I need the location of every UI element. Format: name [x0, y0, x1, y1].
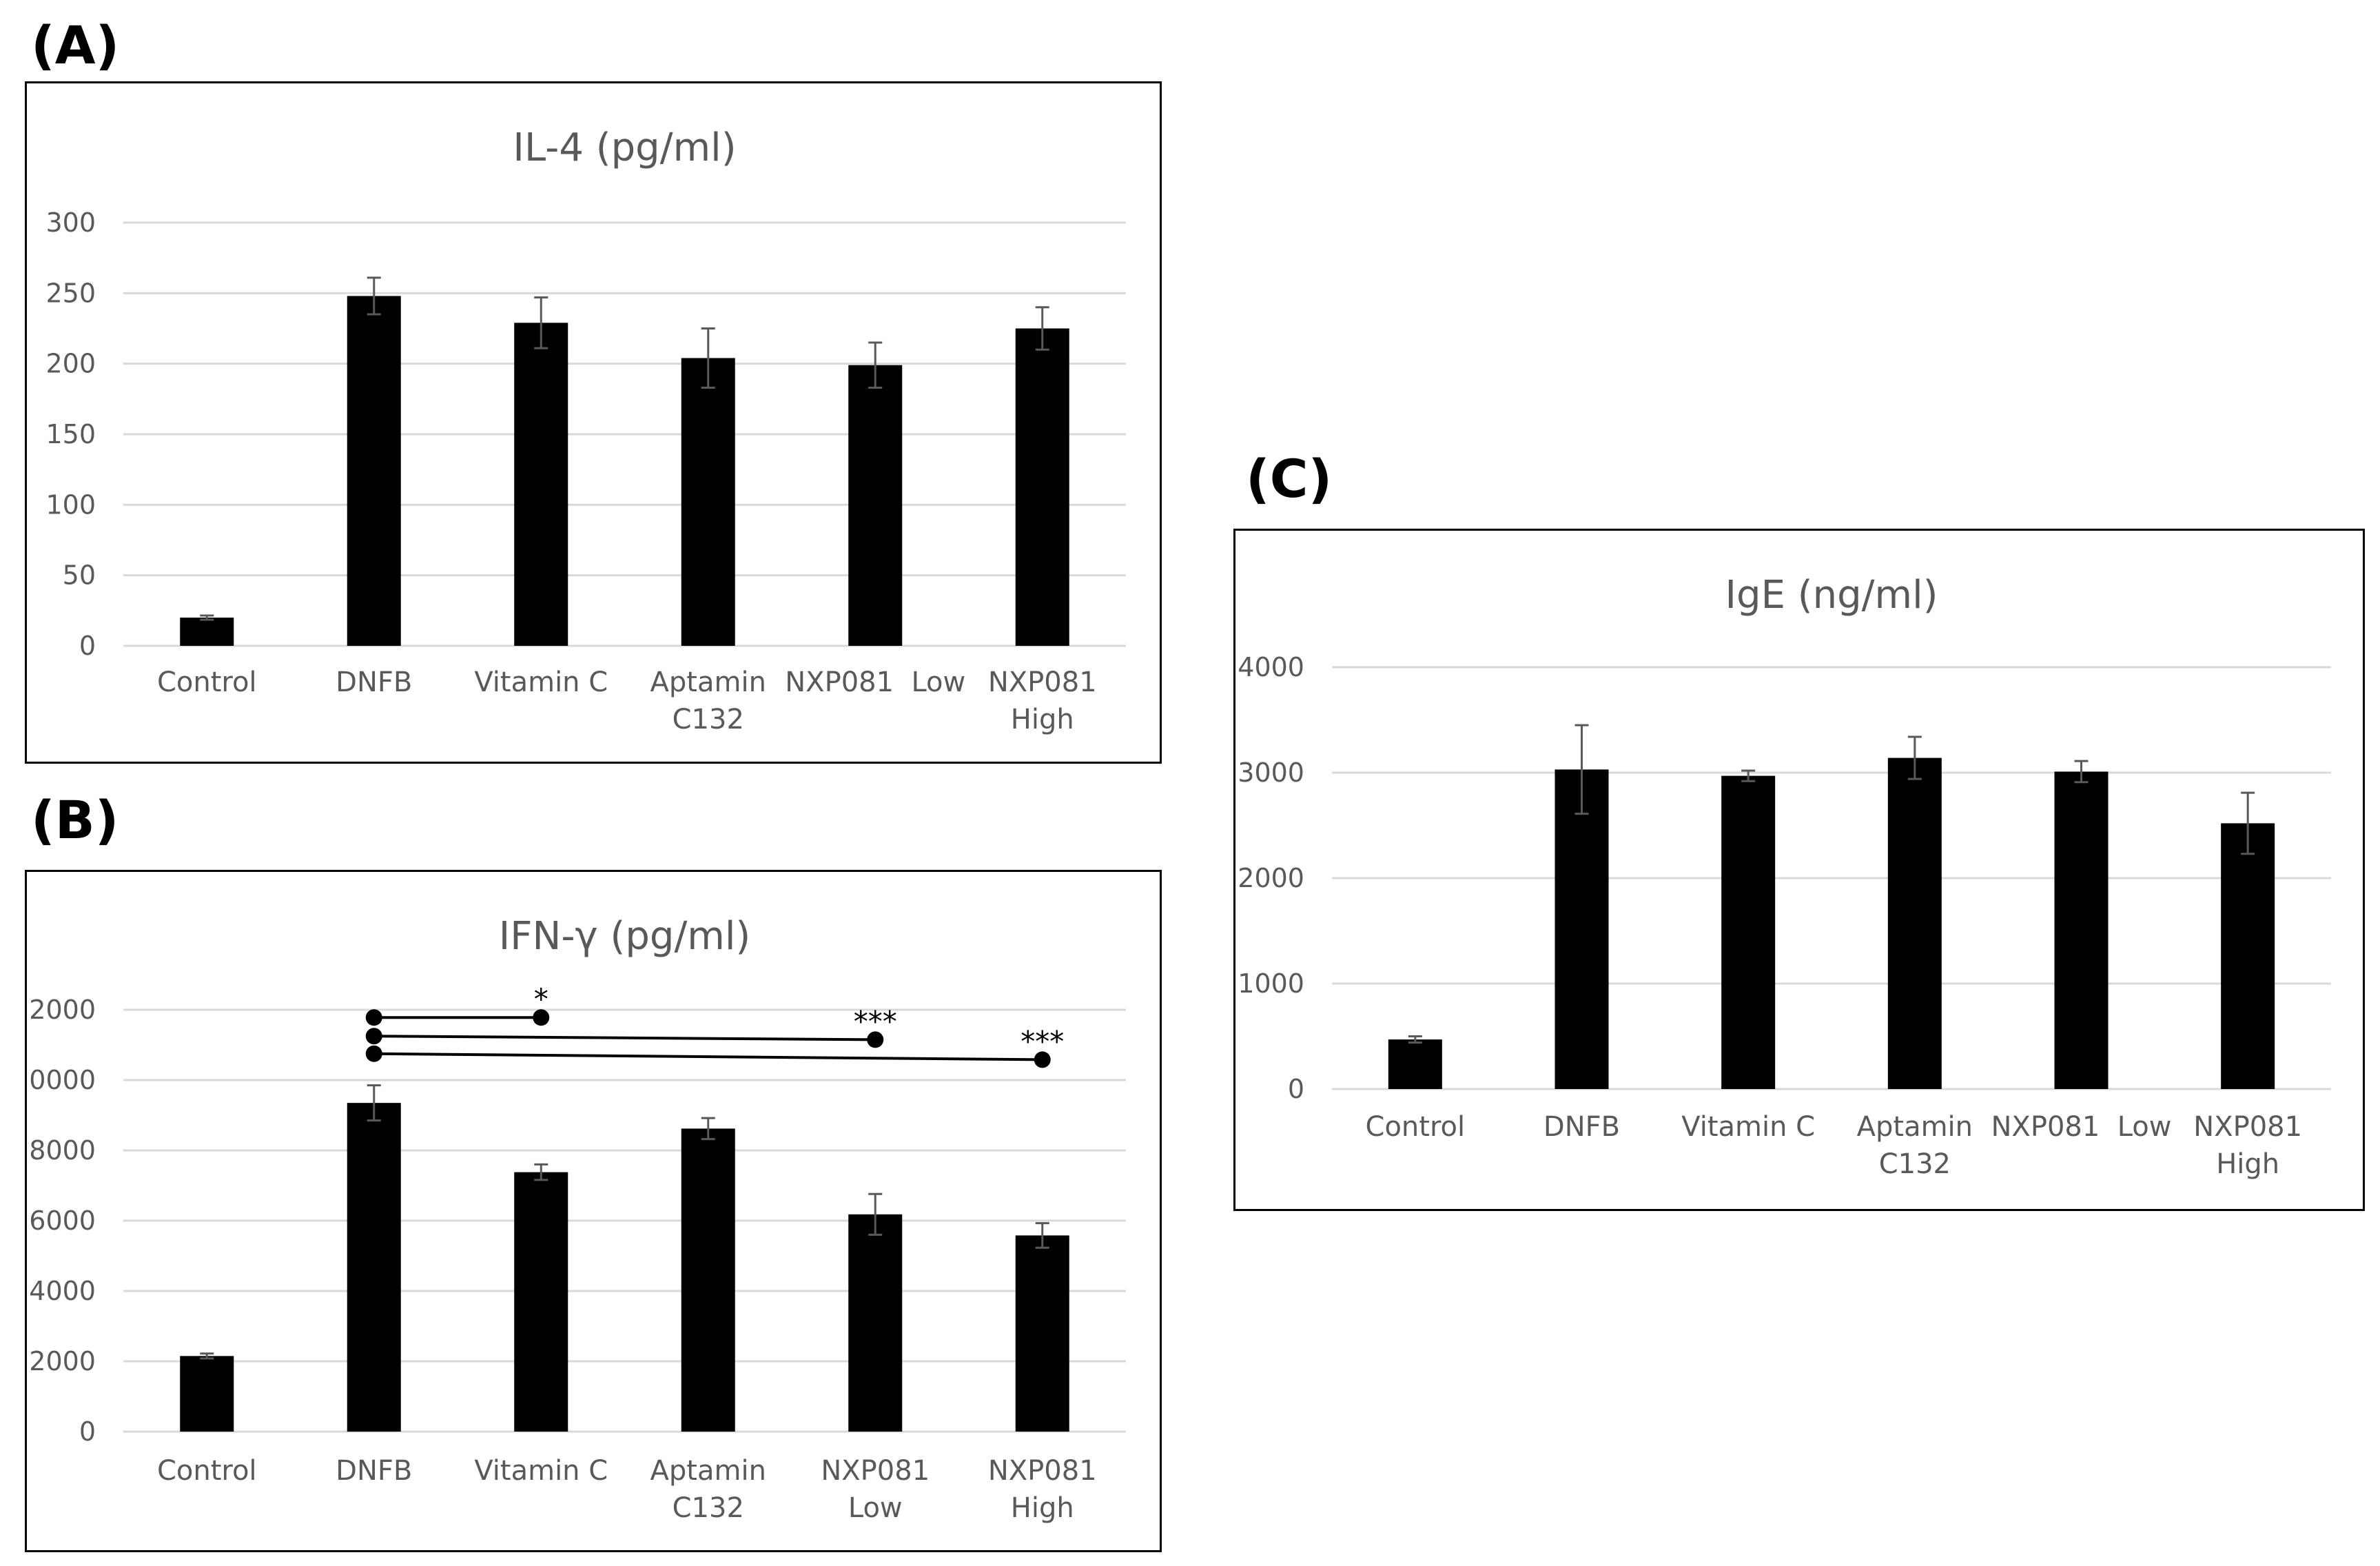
- x-category-label: Control: [157, 667, 257, 698]
- x-category-label: NXP081 Low: [785, 667, 965, 698]
- significance-dot: [867, 1031, 884, 1048]
- bar: [1555, 769, 1609, 1089]
- x-category-label: DNFB: [1543, 1111, 1620, 1143]
- chart-b-frame: IFN-γ (pg/ml) 0 2000 4000 6000 8000 10000 12000…: [25, 870, 1162, 1552]
- chart-c-frame: IgE (ng/ml) 0 1000 2000 3000 4000 Control DNFB V…: [1233, 529, 2365, 1211]
- chart-il4: IL-4 (pg/ml) 0 50 100 150 200 250 300 Control DNF…: [45, 125, 1126, 735]
- x-category-label: High: [1011, 1492, 1074, 1524]
- y-tick-label: 12000: [27, 995, 96, 1025]
- bar: [2221, 823, 2275, 1089]
- significance-dot: [533, 1009, 550, 1026]
- bar: [514, 323, 568, 646]
- chart-title: IgE (ng/ml): [1725, 573, 1938, 618]
- y-tick-label: 150: [45, 419, 96, 449]
- x-category-label: Aptamin: [650, 667, 766, 698]
- x-category-label: NXP081: [821, 1455, 930, 1487]
- significance-dot: [365, 1009, 382, 1026]
- x-category-label: High: [2216, 1148, 2279, 1180]
- chart-title: IL-4 (pg/ml): [513, 125, 736, 170]
- x-category-label: NXP081: [988, 667, 1097, 698]
- y-tick-label: 50: [63, 560, 96, 591]
- y-tick-label: 8000: [29, 1135, 96, 1166]
- x-category-label: DNFB: [336, 667, 412, 698]
- y-tick-label: 3000: [1238, 757, 1304, 788]
- bar: [681, 1128, 735, 1432]
- bar: [180, 1356, 234, 1432]
- significance-line: [373, 1052, 1043, 1061]
- y-tick-label: 2000: [1238, 863, 1304, 893]
- significance-dot: [365, 1045, 382, 1062]
- bar: [681, 358, 735, 646]
- bar: [848, 1214, 903, 1432]
- y-tick-label: 4000: [29, 1276, 96, 1306]
- x-category-label: Vitamin C: [474, 1455, 608, 1487]
- x-category-label: Vitamin C: [474, 667, 608, 698]
- significance-label: *: [534, 982, 548, 1016]
- x-category-label: C132: [673, 1492, 744, 1524]
- y-tick-label: 100: [45, 489, 96, 520]
- chart-ifn-gamma: IFN-γ (pg/ml) 0 2000 4000 6000 8000 10000 12000…: [27, 914, 1126, 1524]
- significance-dot: [365, 1028, 382, 1045]
- x-category-label: Aptamin: [1857, 1111, 1973, 1143]
- y-tick-label: 1000: [1238, 968, 1304, 999]
- x-category-label: DNFB: [336, 1455, 412, 1487]
- bar: [1388, 1039, 1442, 1089]
- significance-dot: [1034, 1051, 1051, 1068]
- bar: [347, 1103, 401, 1432]
- chart-ige: IgE (ng/ml) 0 1000 2000 3000 4000 Control DNFB V…: [1238, 573, 2331, 1180]
- x-category-label: NXP081: [2193, 1111, 2302, 1143]
- panel-label-c: (C): [1246, 448, 1333, 509]
- bar: [2054, 771, 2109, 1089]
- bar: [1887, 757, 1942, 1089]
- significance-label: ***: [854, 1004, 897, 1038]
- x-category-label: NXP081: [988, 1455, 1097, 1487]
- x-category-label: High: [1011, 704, 1074, 735]
- panel-label-b: (B): [31, 789, 119, 851]
- bar: [1015, 1235, 1069, 1432]
- x-category-label: Aptamin: [650, 1455, 766, 1487]
- x-category-label: Control: [157, 1455, 257, 1487]
- bar: [1721, 775, 1776, 1089]
- x-category-label: Vitamin C: [1681, 1111, 1815, 1143]
- x-category-label: Control: [1366, 1111, 1466, 1143]
- x-category-label: C132: [673, 704, 744, 735]
- x-category-label: C132: [1879, 1148, 1951, 1180]
- y-tick-label: 2000: [29, 1346, 96, 1376]
- y-tick-label: 6000: [29, 1206, 96, 1236]
- y-tick-label: 10000: [27, 1065, 96, 1095]
- y-tick-label: 300: [45, 207, 96, 238]
- x-category-label: Low: [848, 1492, 903, 1524]
- y-tick-label: 250: [45, 278, 96, 308]
- chart-title: IFN-γ (pg/ml): [499, 914, 751, 959]
- y-tick-label: 200: [45, 349, 96, 379]
- panel-label-a: (A): [31, 14, 120, 76]
- bar: [1015, 328, 1069, 646]
- bar: [514, 1172, 568, 1432]
- chart-a-frame: IL-4 (pg/ml) 0 50 100 150 200 250 300 Control DNF…: [25, 81, 1162, 764]
- bar: [848, 365, 903, 646]
- bar: [180, 618, 234, 646]
- y-tick-label: 0: [79, 631, 96, 661]
- bar: [347, 296, 401, 646]
- y-tick-label: 0: [1288, 1074, 1304, 1104]
- y-tick-label: 0: [79, 1416, 96, 1447]
- y-tick-label: 4000: [1238, 652, 1304, 682]
- significance-line: [373, 1035, 876, 1041]
- x-category-label: NXP081 Low: [1991, 1111, 2172, 1143]
- significance-label: ***: [1020, 1024, 1064, 1058]
